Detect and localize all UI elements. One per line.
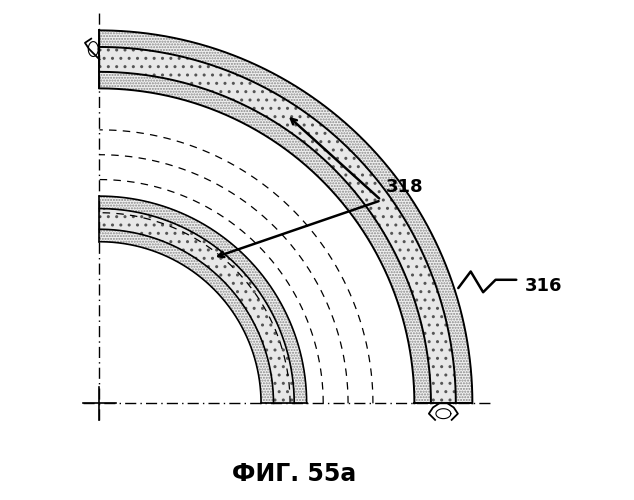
Text: ФИГ. 55a: ФИГ. 55a <box>232 462 356 486</box>
Polygon shape <box>100 30 472 404</box>
Text: 316: 316 <box>524 277 562 295</box>
Text: 318: 318 <box>385 178 423 196</box>
Polygon shape <box>100 47 456 404</box>
Polygon shape <box>100 196 307 404</box>
Polygon shape <box>100 230 273 404</box>
Polygon shape <box>100 72 431 404</box>
Polygon shape <box>100 208 294 404</box>
